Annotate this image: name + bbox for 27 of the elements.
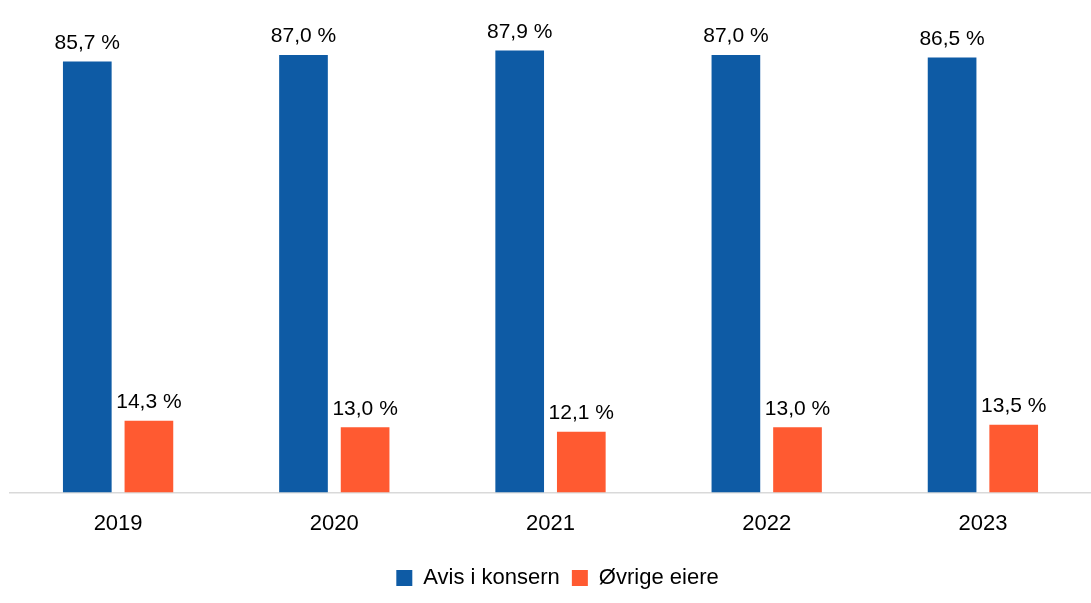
bar [62, 61, 112, 493]
bar [279, 55, 328, 493]
data-label: 12,1 % [548, 400, 614, 424]
data-label: 85,7 % [54, 29, 120, 53]
x-tick-label: 2019 [93, 509, 143, 535]
bar [927, 57, 977, 493]
data-label: 87,9 % [487, 18, 553, 42]
bar [556, 431, 606, 493]
legend-label: Øvrige eiere [598, 564, 719, 590]
data-label: 13,0 % [332, 395, 398, 419]
bar [989, 424, 1039, 493]
data-label: 87,0 % [703, 23, 769, 47]
x-tick-label: 2021 [526, 509, 575, 535]
data-label: 13,0 % [764, 395, 831, 419]
bar [773, 427, 822, 493]
bar [124, 420, 174, 493]
bar [340, 427, 390, 493]
data-label: 87,0 % [270, 23, 337, 47]
bar [711, 55, 761, 493]
x-tick-label: 2023 [958, 509, 1008, 535]
x-tick-label: 2022 [742, 509, 792, 535]
bar [495, 50, 545, 493]
x-tick-label: 2020 [309, 509, 359, 535]
legend-label: Avis i konsern [423, 564, 560, 590]
data-label: 86,5 % [919, 25, 985, 49]
data-label: 13,5 % [981, 393, 1047, 417]
data-label: 14,3 % [116, 388, 182, 412]
